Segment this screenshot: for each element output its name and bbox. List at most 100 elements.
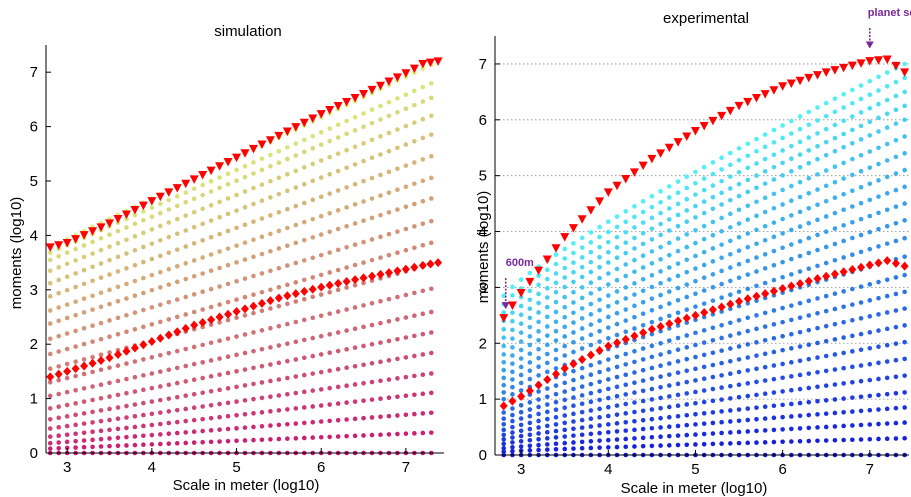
data-point — [352, 242, 358, 247]
triangle-marker — [873, 56, 883, 65]
data-point — [858, 152, 864, 158]
data-point — [884, 97, 890, 103]
data-point — [234, 315, 239, 321]
data-point — [276, 284, 282, 290]
diamond-marker — [717, 302, 726, 312]
data-point — [562, 324, 568, 330]
data-point — [562, 413, 568, 418]
data-point — [510, 435, 515, 440]
data-point — [614, 289, 620, 294]
data-point — [823, 398, 829, 403]
data-point — [780, 216, 785, 222]
data-point — [736, 407, 742, 412]
data-point — [588, 390, 594, 396]
data-point — [771, 322, 777, 327]
data-point — [369, 215, 375, 221]
data-point — [571, 368, 576, 374]
data-point — [562, 256, 568, 261]
data-point — [614, 412, 620, 417]
data-point — [571, 403, 576, 409]
data-point — [710, 219, 716, 225]
triangle-marker — [734, 101, 744, 111]
data-point — [158, 352, 163, 358]
triangle-marker — [113, 214, 123, 224]
data-point — [797, 386, 803, 392]
data-point — [858, 123, 864, 129]
diamond-marker — [164, 330, 173, 340]
data-point — [536, 425, 541, 430]
data-point — [386, 169, 392, 175]
data-point — [141, 209, 146, 214]
data-point — [225, 182, 231, 187]
data-point — [728, 408, 733, 413]
data-point — [395, 413, 400, 418]
data-point — [183, 199, 189, 205]
data-point — [588, 399, 594, 405]
data-point — [649, 284, 655, 290]
data-point — [149, 399, 155, 404]
data-point — [658, 352, 663, 357]
data-point — [832, 122, 838, 128]
data-point — [649, 249, 655, 254]
data-point — [588, 424, 594, 429]
data-point — [553, 422, 559, 427]
triangle-marker — [248, 144, 258, 154]
data-point — [876, 407, 881, 412]
data-point — [141, 357, 146, 362]
data-point — [234, 167, 239, 173]
data-point — [832, 257, 838, 263]
data-point — [701, 236, 707, 242]
data-point — [893, 405, 899, 411]
data-point — [815, 296, 820, 301]
data-point — [268, 231, 273, 237]
diamond-marker — [266, 296, 275, 306]
data-point — [754, 173, 759, 178]
data-point — [823, 368, 829, 374]
data-point — [276, 228, 282, 234]
data-point — [841, 365, 846, 371]
data-point — [132, 293, 138, 299]
data-point — [420, 116, 426, 122]
data-point — [876, 360, 881, 366]
data-point — [536, 436, 541, 442]
data-point — [701, 388, 707, 393]
data-point — [684, 412, 690, 418]
data-point — [693, 278, 698, 284]
data-point — [47, 379, 53, 385]
data-point — [902, 201, 907, 206]
data-point — [217, 401, 222, 407]
data-point — [293, 168, 299, 174]
data-point — [149, 287, 155, 293]
data-point — [789, 401, 794, 407]
data-point — [806, 250, 812, 256]
triangle-marker — [603, 188, 613, 197]
data-point — [149, 371, 155, 376]
data-point — [174, 394, 180, 400]
data-point — [301, 219, 307, 225]
data-point — [208, 415, 214, 421]
x-tick-label: 7 — [866, 461, 874, 478]
data-point — [81, 386, 87, 391]
data-point — [762, 237, 768, 243]
data-point — [518, 438, 524, 444]
data-point — [571, 289, 576, 295]
diamond-marker — [517, 391, 526, 401]
data-point — [797, 344, 803, 349]
data-point — [285, 156, 290, 162]
data-point — [158, 285, 163, 290]
triangle-marker — [560, 233, 570, 242]
data-point — [259, 410, 265, 415]
triangle-marker — [189, 175, 199, 184]
data-point — [395, 207, 400, 212]
data-point — [174, 263, 180, 269]
data-point — [876, 421, 881, 427]
data-point — [902, 75, 907, 81]
data-point — [553, 271, 559, 276]
data-point — [510, 361, 515, 366]
data-point — [335, 287, 341, 293]
data-point — [771, 234, 777, 240]
triangle-marker — [507, 301, 517, 311]
data-point — [850, 204, 855, 209]
data-point — [640, 322, 646, 328]
